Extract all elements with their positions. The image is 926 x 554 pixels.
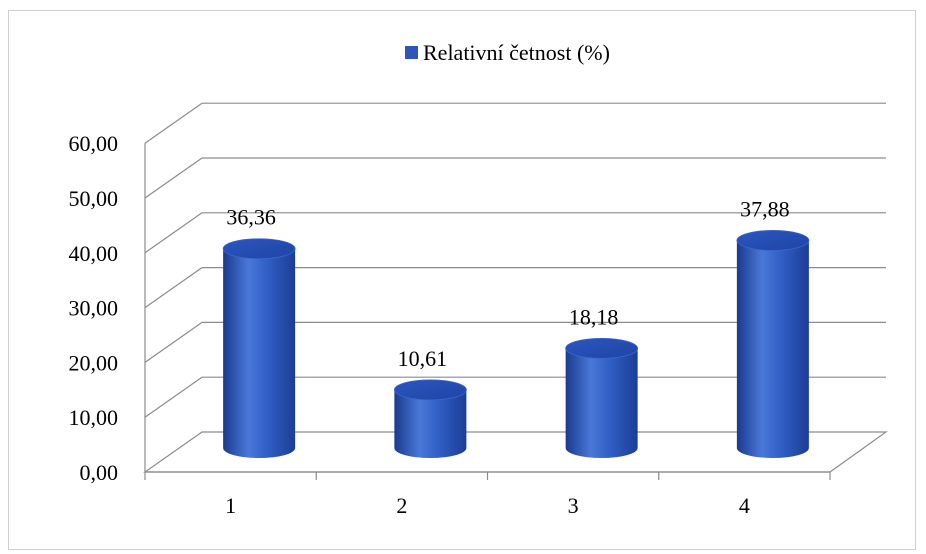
x-axis: 1 2 3 4 — [144, 471, 831, 518]
x-tick-label: 4 — [739, 493, 750, 518]
bar-body — [565, 348, 638, 458]
bar — [736, 230, 810, 458]
x-tick-label: 3 — [568, 493, 579, 518]
data-label: 10,61 — [398, 346, 448, 371]
gridline-side — [144, 212, 203, 254]
bar-top — [736, 230, 810, 251]
gridline-side — [144, 157, 203, 199]
y-axis: 0,00 10,00 20,00 30,00 40,00 50,00 60,00 — [69, 131, 146, 485]
bar-body — [736, 240, 809, 458]
legend: Relativní četnost (%) — [405, 40, 610, 65]
y-tick-label: 40,00 — [69, 241, 119, 266]
x-tick-label: 2 — [396, 493, 407, 518]
y-tick-label: 50,00 — [69, 186, 119, 211]
data-label: 18,18 — [569, 304, 619, 329]
bar-body — [223, 248, 296, 458]
data-label: 36,36 — [226, 205, 276, 230]
gridline-side — [144, 321, 203, 363]
gridline-side — [144, 267, 203, 309]
y-tick-label: 60,00 — [69, 131, 119, 156]
bar — [393, 379, 467, 458]
gridline-side — [144, 376, 203, 418]
bar — [565, 337, 639, 458]
y-tick-label: 0,00 — [80, 460, 119, 485]
y-tick-label: 20,00 — [69, 350, 119, 375]
bar — [222, 238, 296, 458]
x-tick-label: 1 — [225, 493, 236, 518]
legend-label: Relativní četnost (%) — [423, 40, 610, 65]
bar-body — [394, 389, 467, 458]
bar-series: 36,36 10,61 18,18 37,88 — [222, 196, 810, 458]
data-label: 37,88 — [740, 196, 790, 221]
y-tick-label: 10,00 — [69, 405, 119, 430]
bar-top — [393, 379, 467, 401]
gridline-side — [144, 102, 203, 144]
y-tick-label: 30,00 — [69, 296, 119, 321]
legend-swatch — [405, 46, 418, 59]
bar-top — [565, 337, 639, 359]
bar-top — [222, 238, 296, 260]
